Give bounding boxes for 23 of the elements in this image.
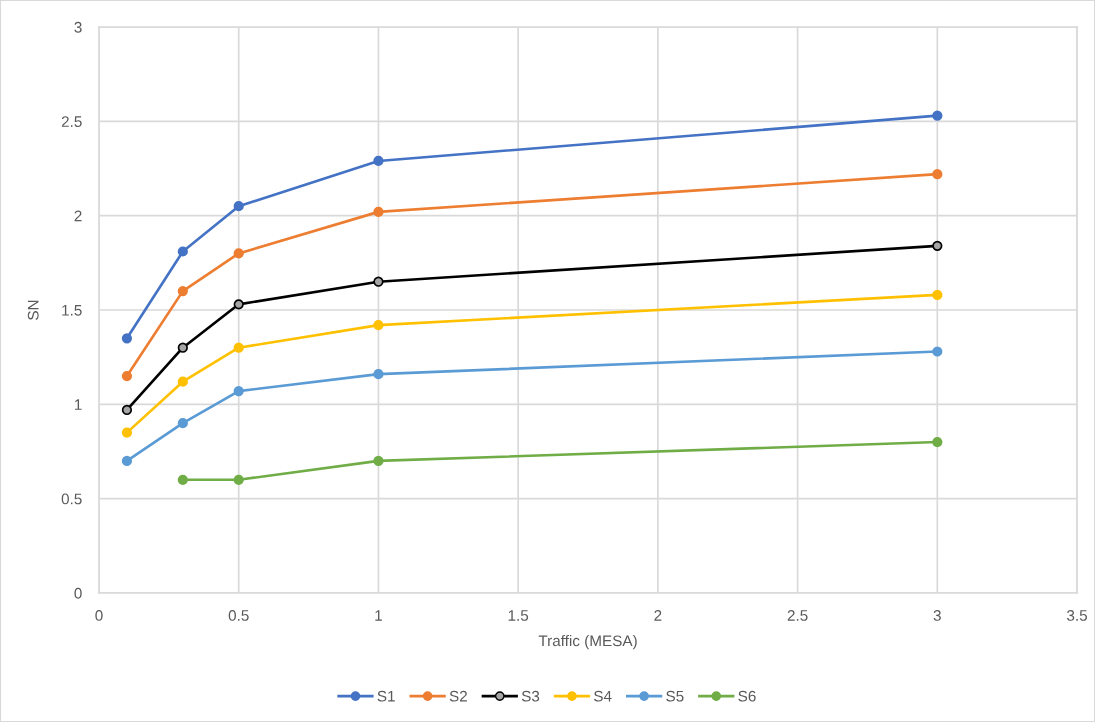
x-tick-label: 0 <box>95 610 103 621</box>
x-tick-label: 3.5 <box>1067 610 1088 621</box>
y-tick-label: 2.5 <box>61 116 82 128</box>
y-tick-label: 0 <box>74 587 82 599</box>
x-tick-label: 1.5 <box>508 610 529 621</box>
x-axis-title: Traffic (MESA) <box>538 635 637 650</box>
x-tick-label: 0.5 <box>228 610 249 621</box>
legend-label: S6 <box>738 690 756 702</box>
y-tick-label: 2 <box>74 210 82 222</box>
x-tick-label: 2 <box>654 610 662 621</box>
x-tick-label: 3 <box>933 610 941 621</box>
y-tick-label: 1.5 <box>62 305 82 316</box>
y-tick-label: 3 <box>74 21 82 33</box>
legend-label: S3 <box>521 690 540 702</box>
x-tick-label: 1 <box>375 610 382 621</box>
y-tick-label: 0.5 <box>61 493 82 505</box>
y-tick-label: 1 <box>74 399 82 410</box>
y-axis-title: SN <box>27 300 39 320</box>
legend-label: S5 <box>666 690 684 702</box>
legend-label: S4 <box>594 690 612 702</box>
legend-label: S1 <box>377 690 395 702</box>
legend-label: S2 <box>449 690 467 702</box>
x-tick-label: 2.5 <box>787 610 808 621</box>
